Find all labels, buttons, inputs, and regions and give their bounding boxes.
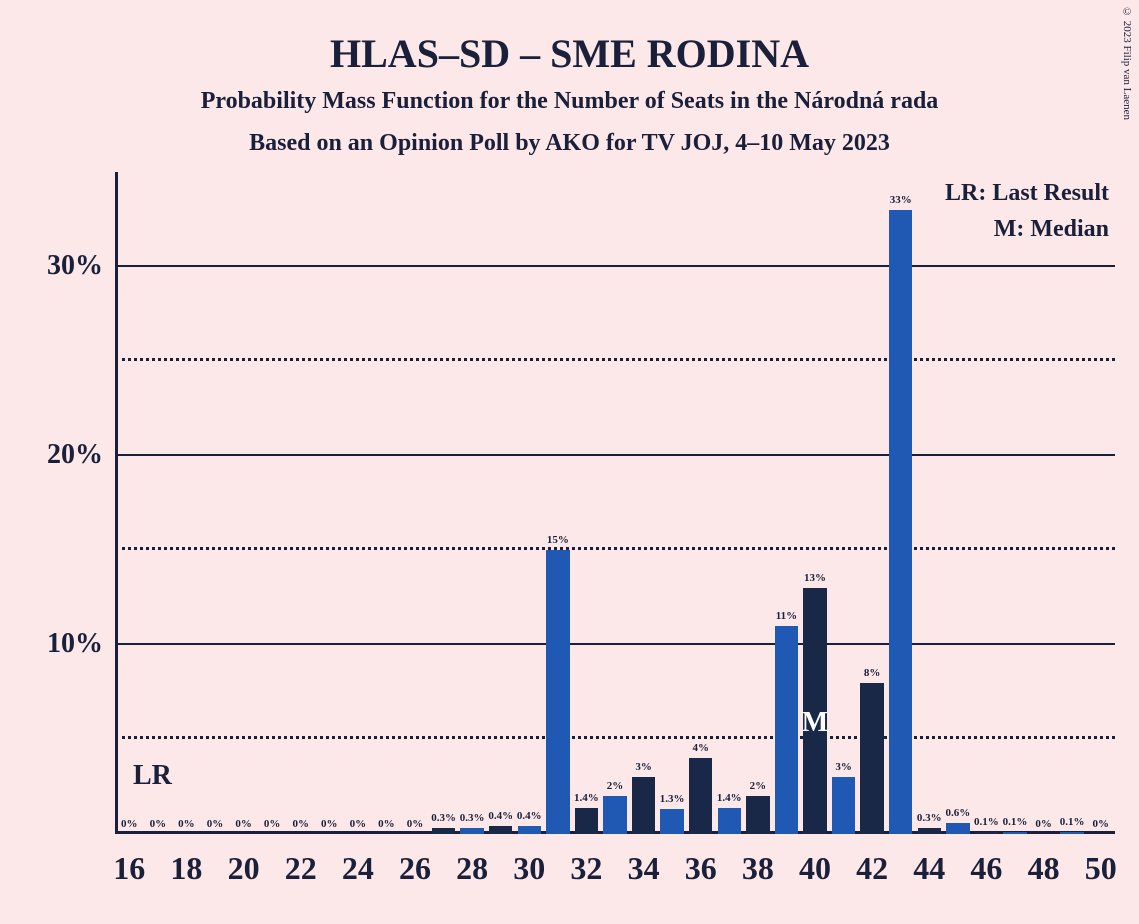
gridline [115, 736, 1115, 739]
x-axis-label: 30 [504, 850, 554, 887]
chart-subtitle-1: Probability Mass Function for the Number… [0, 88, 1139, 115]
bar [603, 796, 626, 834]
gridline [115, 454, 1115, 456]
chart-title: HLAS–SD – SME RODINA [0, 30, 1139, 77]
bar-value-label: 0.4% [509, 810, 549, 822]
bar-value-label: 11% [766, 610, 806, 622]
bar-value-label: 33% [881, 194, 921, 206]
y-axis-label: 30% [47, 250, 103, 282]
x-axis-label: 20 [219, 850, 269, 887]
bar-value-label: 1.4% [709, 792, 749, 804]
x-axis-label: 46 [961, 850, 1011, 887]
x-axis-label: 50 [1076, 850, 1126, 887]
median-marker: M [795, 707, 835, 739]
bar [918, 828, 941, 834]
bar-value-label: 8% [852, 667, 892, 679]
x-axis-label: 16 [104, 850, 154, 887]
bar [889, 210, 912, 834]
bar-value-label: 15% [538, 534, 578, 546]
bar [832, 777, 855, 834]
gridline [115, 643, 1115, 645]
bar-value-label: 2% [595, 780, 635, 792]
bar [746, 796, 769, 834]
x-axis-label: 42 [847, 850, 897, 887]
bar-value-label: 2% [738, 780, 778, 792]
bar-value-label: 4% [681, 742, 721, 754]
x-axis-label: 44 [904, 850, 954, 887]
bar [660, 809, 683, 834]
bar [1060, 832, 1083, 834]
legend-item: LR: Last Result [945, 180, 1109, 207]
y-axis-label: 20% [47, 439, 103, 471]
x-axis-label: 48 [1019, 850, 1069, 887]
gridline [115, 358, 1115, 361]
bar-value-label: 1.3% [652, 793, 692, 805]
x-axis-label: 18 [161, 850, 211, 887]
chart-container: © 2023 Filip van Laenen HLAS–SD – SME RO… [0, 0, 1139, 924]
bar [489, 826, 512, 834]
gridline [115, 547, 1115, 550]
x-axis-label: 26 [390, 850, 440, 887]
bar [632, 777, 655, 834]
x-axis-label: 28 [447, 850, 497, 887]
bar [518, 826, 541, 834]
x-axis-label: 24 [333, 850, 383, 887]
bar-value-label: 3% [824, 761, 864, 773]
x-axis-label: 38 [733, 850, 783, 887]
x-axis-label: 36 [676, 850, 726, 887]
bar-value-label: 3% [624, 761, 664, 773]
y-axis-label: 10% [47, 628, 103, 660]
last-result-marker: LR [133, 760, 172, 792]
bar-value-label: 0% [1081, 818, 1121, 830]
bar [575, 808, 598, 834]
bar [860, 683, 883, 834]
bar [718, 808, 741, 834]
x-axis-label: 40 [790, 850, 840, 887]
bar [1003, 832, 1026, 834]
chart-subtitle-2: Based on an Opinion Poll by AKO for TV J… [0, 130, 1139, 157]
bar [975, 832, 998, 834]
x-axis-label: 34 [619, 850, 669, 887]
bar [432, 828, 455, 834]
x-axis-label: 32 [561, 850, 611, 887]
bar-value-label: 13% [795, 572, 835, 584]
y-axis-line [115, 172, 118, 834]
legend-item: M: Median [994, 216, 1109, 243]
plot-area: 0%0%0%0%0%0%0%0%0%0%0%0.3%0.3%0.4%0.4%15… [115, 172, 1115, 834]
bar [460, 828, 483, 834]
x-axis-label: 22 [276, 850, 326, 887]
bar-value-label: 1.4% [566, 792, 606, 804]
gridline [115, 265, 1115, 267]
